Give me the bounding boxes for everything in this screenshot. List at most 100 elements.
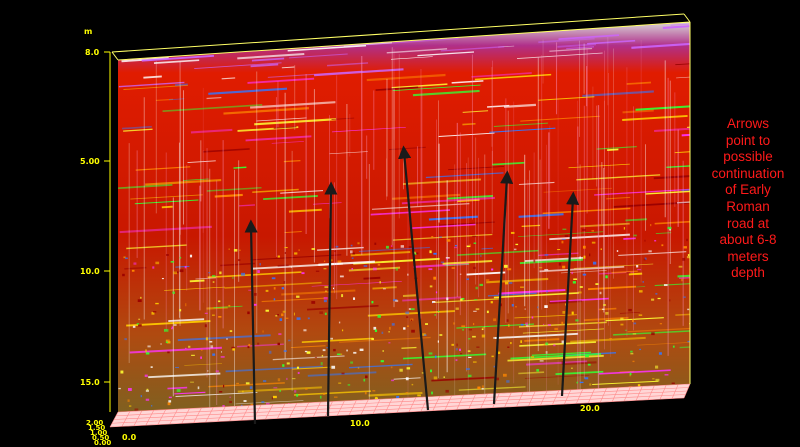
- speckle: [377, 314, 381, 318]
- speckle: [433, 376, 438, 380]
- speckle: [543, 343, 546, 346]
- speckle: [374, 329, 378, 332]
- reflection-band: [679, 346, 690, 349]
- speckle: [385, 245, 389, 249]
- annotation-line: meters: [727, 248, 769, 264]
- speckle: [382, 350, 384, 352]
- speckle: [152, 311, 157, 313]
- reflection-band: [183, 178, 209, 181]
- reflection-band: [277, 264, 289, 267]
- speckle: [515, 243, 519, 246]
- speckle: [388, 331, 390, 333]
- speckle: [247, 311, 250, 315]
- speckle: [681, 278, 683, 282]
- reflection-band: [486, 277, 549, 284]
- speckle: [247, 345, 250, 349]
- speckle: [599, 291, 602, 295]
- reflection-band: [594, 188, 690, 196]
- speckle: [391, 379, 395, 382]
- speckle: [322, 393, 326, 396]
- stack-tick-label: 0.00: [94, 439, 111, 447]
- reflection-band: [194, 62, 282, 69]
- reflection-band: [213, 305, 243, 309]
- speckle: [273, 387, 278, 389]
- reflection-band: [487, 292, 537, 297]
- speckle: [324, 312, 327, 316]
- speckle: [338, 382, 342, 384]
- reflection-band: [290, 345, 326, 349]
- reflection-band: [233, 166, 247, 169]
- speckle: [160, 343, 162, 345]
- speckle: [506, 319, 509, 322]
- speckle: [408, 246, 412, 248]
- reflection-band: [670, 23, 690, 26]
- speckle: [562, 311, 566, 314]
- speckle: [392, 299, 397, 302]
- speckle: [405, 377, 409, 381]
- speckle: [189, 254, 193, 258]
- speckle: [575, 319, 579, 322]
- reflection-band: [294, 390, 372, 396]
- speckle: [682, 257, 686, 261]
- speckle: [428, 352, 433, 355]
- reflection-band: [561, 361, 597, 366]
- speckle: [364, 391, 367, 395]
- speckle: [545, 351, 548, 354]
- speckle: [561, 361, 564, 364]
- reflection-band: [662, 25, 690, 29]
- speckle: [683, 296, 686, 298]
- reflection-band: [431, 376, 495, 382]
- speckle: [477, 386, 481, 390]
- speckle: [633, 234, 637, 237]
- reflection-band: [592, 380, 659, 385]
- reflection-band: [175, 391, 258, 397]
- speckle: [140, 296, 142, 299]
- speckle: [200, 356, 202, 359]
- reflection-band: [566, 46, 595, 50]
- speckle: [633, 322, 637, 325]
- speckle: [435, 291, 438, 294]
- annotation-text: Arrows point to possible continuation of…: [700, 116, 796, 282]
- speckle: [172, 291, 176, 294]
- speckle: [434, 314, 436, 316]
- reflection-band: [481, 247, 494, 250]
- speckle: [445, 389, 449, 393]
- speckle: [481, 328, 484, 331]
- speckle: [380, 360, 384, 363]
- speckle: [283, 281, 286, 284]
- reflection-band: [250, 63, 279, 68]
- distance-tick-label: 20.0: [580, 404, 600, 413]
- reflection-band: [363, 276, 381, 280]
- stack-tick-label: 2.00: [86, 419, 103, 427]
- speckle: [571, 367, 573, 369]
- speckle: [455, 307, 459, 310]
- speckle: [520, 286, 524, 288]
- reflection-band: [442, 260, 493, 265]
- speckle: [632, 319, 634, 322]
- speckle: [579, 286, 583, 288]
- speckle: [467, 374, 472, 378]
- speckle: [128, 405, 132, 407]
- speckle: [493, 365, 496, 368]
- depth-tick-label: 15.0: [80, 378, 100, 387]
- speckle: [609, 338, 612, 340]
- speckle: [458, 348, 461, 352]
- speckle: [411, 329, 415, 333]
- depth-axis: m 8.0 5.00 10.0 15.0: [80, 27, 111, 412]
- reflection-band: [676, 201, 690, 204]
- reflection-band: [503, 103, 537, 108]
- reflection-band: [466, 271, 506, 276]
- speckle: [219, 271, 222, 275]
- speckle: [315, 270, 320, 272]
- speckle: [301, 272, 305, 275]
- reflection-band: [447, 194, 493, 200]
- reflection-band: [516, 52, 603, 59]
- reflection-band: [402, 296, 462, 302]
- reflection-band: [570, 336, 646, 343]
- reflection-band: [580, 222, 630, 228]
- annotation-line: Arrows: [726, 116, 769, 131]
- reflection-band: [281, 66, 295, 69]
- reflection-band: [195, 277, 217, 280]
- speckle: [579, 256, 581, 259]
- reflection-band: [434, 298, 501, 303]
